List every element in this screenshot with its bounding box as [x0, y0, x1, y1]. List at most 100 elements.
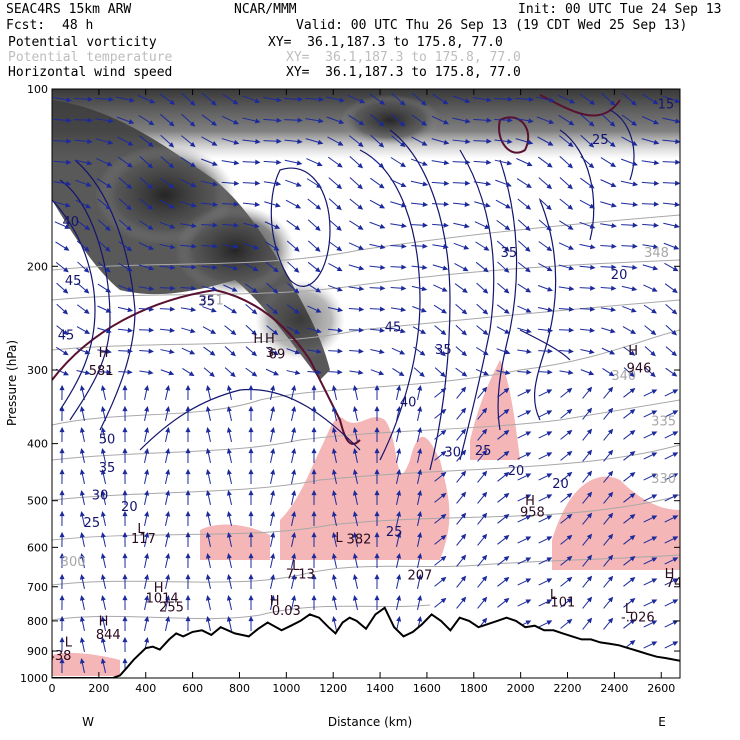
wind-vector-head — [607, 617, 614, 624]
wind-vector-head — [481, 512, 488, 519]
wind-vector-head — [84, 225, 91, 231]
wind-vector-head — [106, 369, 112, 375]
wind-vector-head — [506, 160, 513, 166]
wind-vector-head — [503, 534, 510, 541]
label-label: 207 — [407, 568, 432, 583]
wind-vector-head — [168, 142, 175, 148]
wind-vector-head — [316, 328, 322, 334]
wind-vector-head — [210, 100, 217, 106]
wind-vector-head — [293, 267, 300, 273]
wind-vector-head — [270, 490, 276, 496]
wind-vector-head — [59, 384, 65, 391]
wind-vectors — [53, 92, 680, 674]
wind-vector-head — [481, 617, 488, 624]
wind-vector-head — [526, 183, 532, 189]
wind-vector-head — [651, 389, 658, 395]
wind-vector-head — [460, 449, 467, 456]
speed-label: 40 — [400, 396, 417, 411]
wind-vector-head — [273, 245, 280, 251]
wind-vector-head — [546, 557, 553, 562]
wind-vector-head — [185, 573, 191, 580]
wind-vector-head — [66, 117, 72, 123]
wind-vector-head — [168, 183, 175, 189]
plot-area: 3003303353403483514045455035302520354540… — [52, 89, 680, 678]
wind-vector-head — [352, 490, 358, 496]
wind-vector-head — [87, 117, 93, 123]
wind-vector-head — [651, 515, 658, 521]
wind-vector-head — [169, 223, 176, 229]
wind-vector-head — [336, 266, 343, 272]
wind-vector-head — [396, 532, 402, 538]
wind-vector-head — [651, 620, 658, 626]
wind-vector-head — [464, 201, 471, 207]
wind-vector-head — [484, 224, 491, 229]
y-tick-label: 900 — [27, 645, 48, 658]
wind-vector-head — [441, 308, 447, 314]
wind-vector-head — [148, 245, 154, 250]
wind-vector-head — [567, 183, 573, 190]
wind-vector-head — [586, 533, 593, 540]
wind-vector-head — [396, 511, 402, 517]
wind-vector-head — [226, 490, 232, 496]
wind-vector-head — [83, 288, 90, 294]
wind-vector-head — [190, 306, 197, 312]
wind-vector-head — [254, 223, 260, 229]
speed-contour — [519, 329, 571, 361]
wind-vector-head — [586, 491, 593, 498]
wind-vector-head — [205, 532, 211, 538]
wind-vector-head — [357, 204, 364, 210]
wind-vector-head — [352, 511, 358, 517]
wind-vector-head — [185, 615, 191, 622]
wind-vector-head — [144, 490, 150, 496]
wind-vector-head — [440, 408, 447, 415]
wind-vector-head — [674, 118, 680, 124]
speed-contour — [359, 149, 421, 461]
wind-vector-head — [652, 265, 659, 271]
wind-vector-head — [169, 203, 176, 209]
wind-vector-head — [255, 159, 261, 165]
wind-vector-head — [79, 595, 85, 601]
wind-vector-head — [631, 120, 638, 126]
wind-vector-head — [525, 620, 532, 626]
wind-vector-head — [233, 119, 239, 125]
wind-vector-head — [504, 370, 511, 376]
wind-vector-head — [315, 287, 322, 293]
wind-vector-head — [352, 469, 358, 475]
wind-vector-head — [674, 223, 680, 229]
wind-vector-head — [185, 594, 191, 601]
wind-vector-head — [62, 288, 69, 294]
wind-vector-head — [503, 308, 510, 314]
wind-vector-head — [254, 98, 261, 104]
wind-vector-head — [396, 427, 402, 433]
wind-vector-head — [482, 350, 489, 356]
wind-vector-head — [291, 427, 297, 433]
low-value-label: 117 — [131, 532, 156, 547]
wind-vector-head — [460, 533, 467, 540]
wind-vector-head — [440, 576, 447, 583]
wind-vector-head — [352, 574, 358, 580]
wind-vector-head — [317, 139, 324, 145]
wind-vector-head — [212, 161, 218, 166]
wind-vector-head — [190, 328, 196, 334]
wind-vector-head — [293, 308, 300, 314]
wind-vector-head — [170, 264, 176, 270]
wind-vector-head — [169, 244, 176, 250]
low-value-label: 382 — [347, 532, 372, 547]
x-tick-label: 600 — [182, 682, 203, 695]
wind-vector-head — [205, 385, 211, 391]
wind-vector-head — [374, 573, 380, 580]
terrain-fill — [52, 607, 680, 678]
wind-vector-head — [503, 387, 510, 394]
theta-contour — [52, 259, 680, 301]
wind-vector-head — [420, 100, 427, 106]
wind-vector-head — [483, 245, 490, 251]
wind-vector-head — [270, 427, 276, 433]
x-tick-label: 1000 — [272, 682, 300, 695]
wind-vector-head — [148, 306, 155, 312]
wind-vector-head — [230, 350, 236, 357]
speed-label: 25 — [475, 444, 492, 459]
wind-vector-head — [396, 406, 402, 412]
wind-vector-head — [651, 557, 658, 563]
valid-time: Valid: 00 UTC Thu 26 Sep 13 (19 CDT Wed … — [296, 18, 688, 33]
